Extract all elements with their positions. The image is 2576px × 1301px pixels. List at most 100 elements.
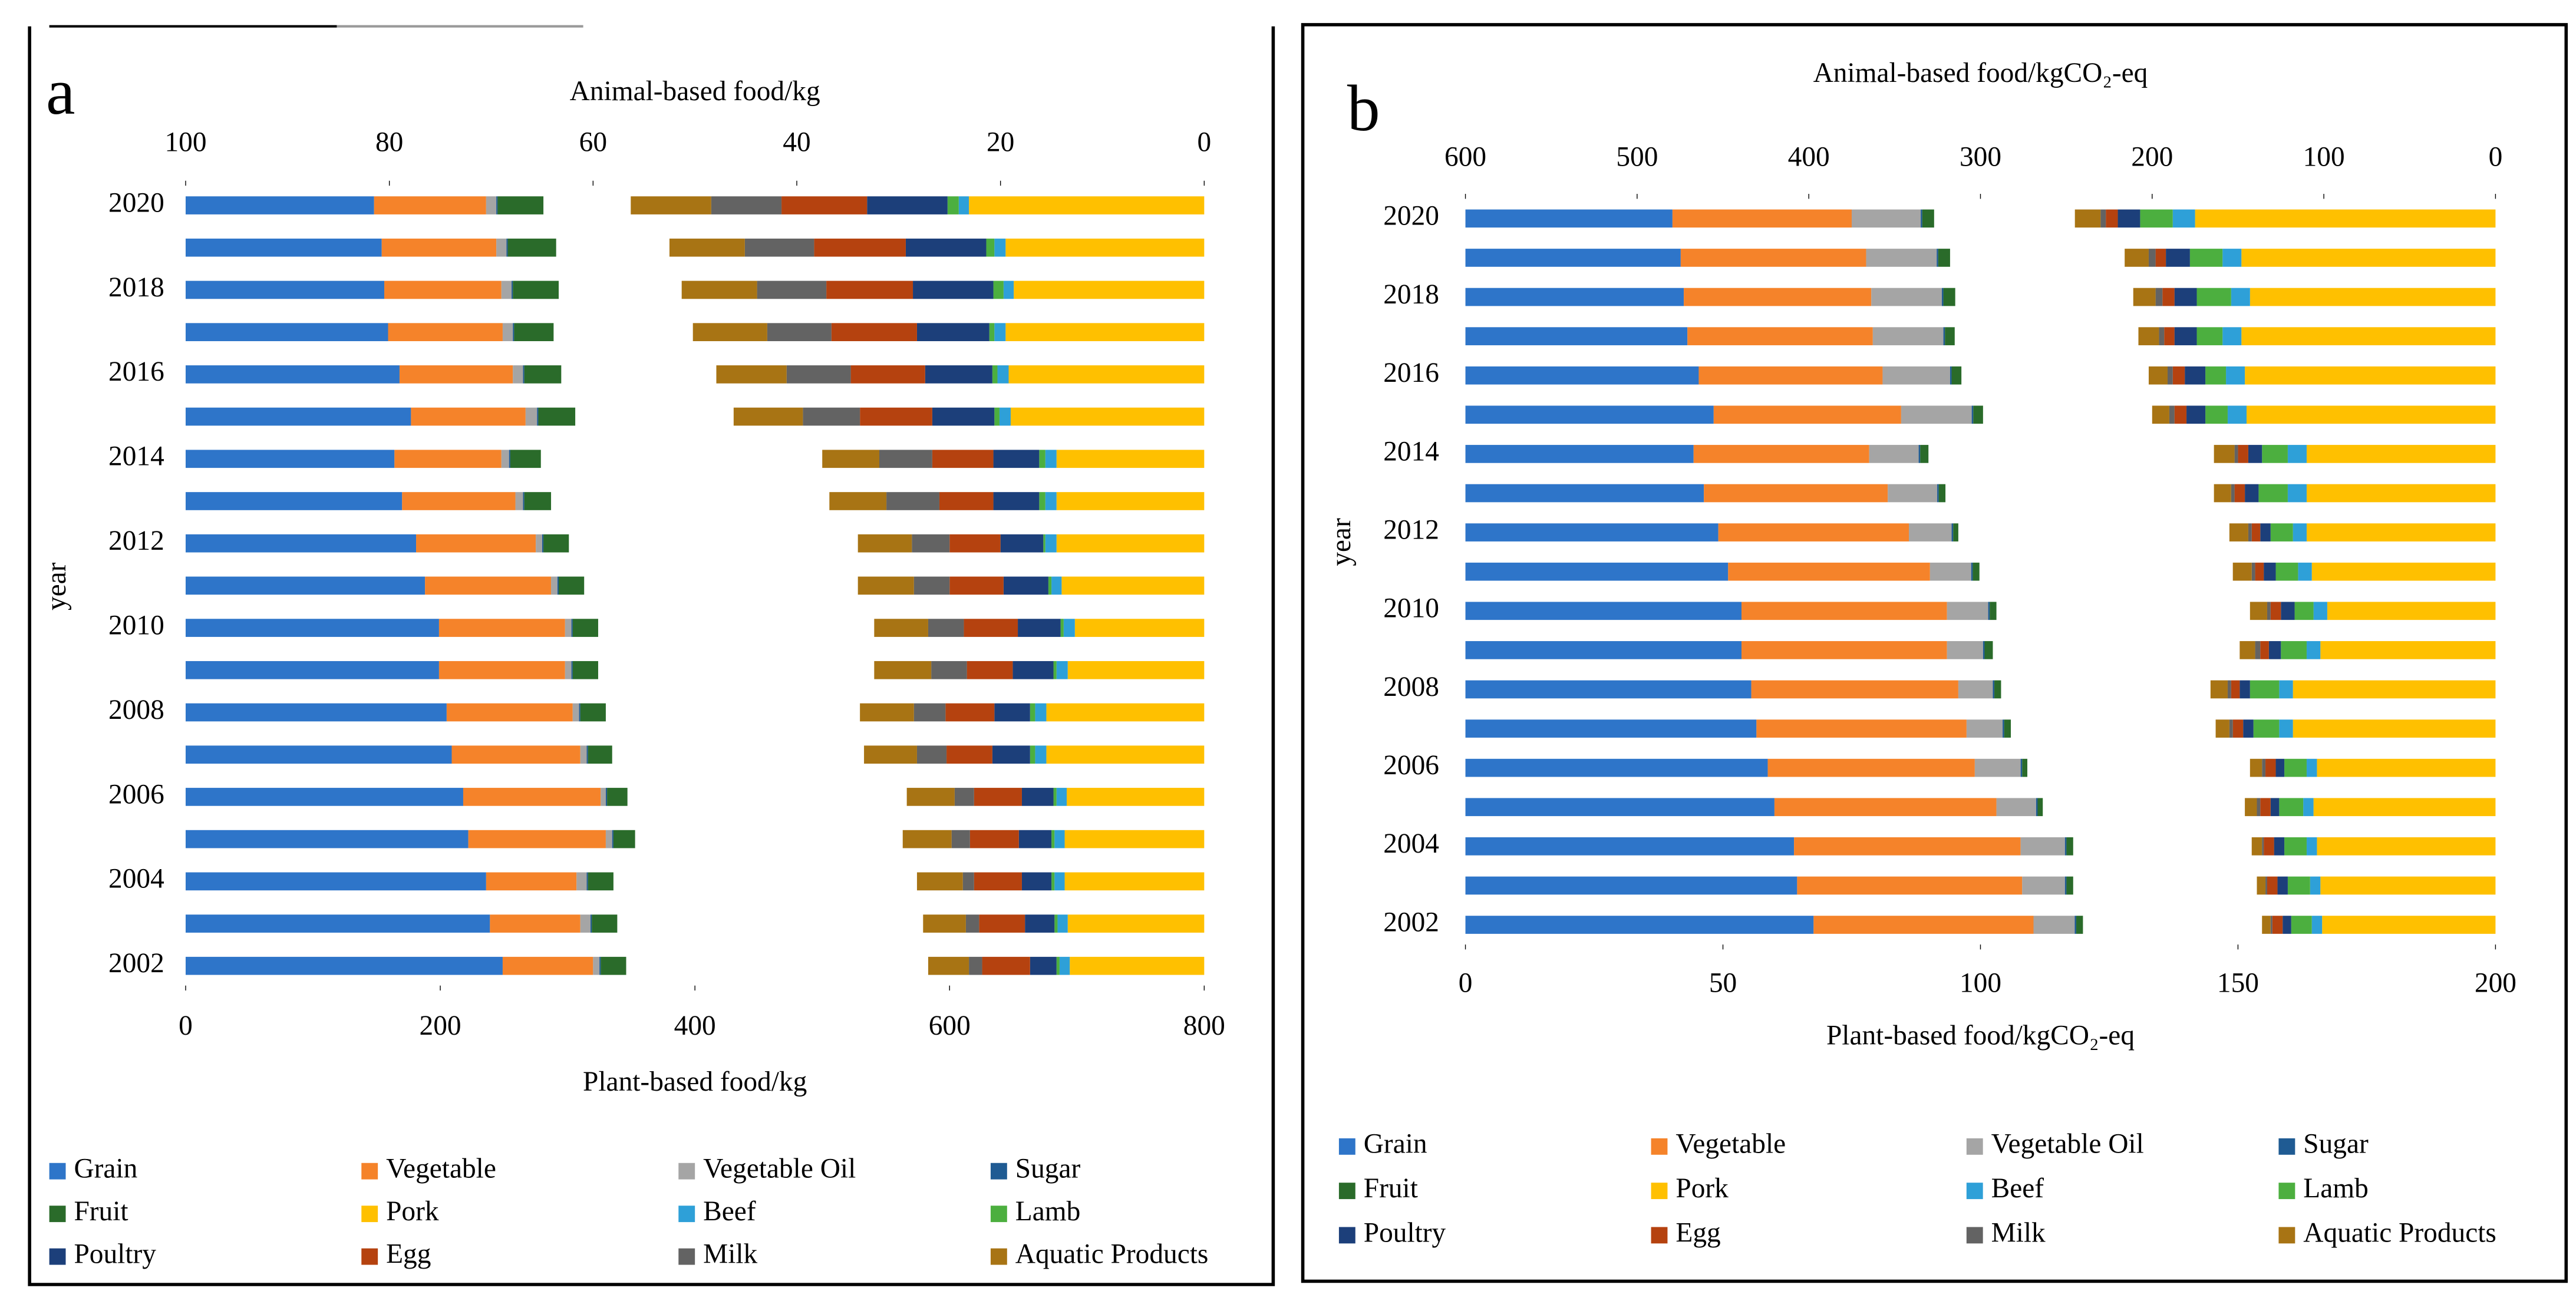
- bar-segment: [1901, 405, 1972, 424]
- bar-segment: [2287, 484, 2307, 503]
- bar-segment: [1741, 602, 1947, 620]
- bar-segment: [2293, 523, 2307, 541]
- bar-segment: [997, 365, 1009, 384]
- bar-segment: [1070, 956, 1205, 975]
- bar-segment: [1996, 798, 2036, 817]
- bar-segment: [1751, 680, 1958, 699]
- bar-segment: [2231, 288, 2250, 306]
- bar-segment: [1767, 758, 1975, 777]
- bar-segment: [1045, 450, 1057, 468]
- bar-segment: [631, 196, 711, 214]
- bar-segment: [486, 196, 497, 214]
- bar-segment: [416, 534, 536, 553]
- bar-segment: [2306, 484, 2496, 503]
- bar-segment: [994, 703, 1030, 722]
- bar-segment: [954, 788, 974, 806]
- bar-segment: [932, 450, 994, 468]
- bar-segment: [1974, 758, 2021, 777]
- bar-segment: [2281, 641, 2307, 659]
- bar-segment: [1039, 492, 1045, 510]
- bar-segment: [1918, 445, 1921, 463]
- bar-segment: [496, 196, 498, 214]
- bar-segment: [463, 788, 601, 806]
- bar-segment: [993, 280, 1004, 299]
- y-tick-label: 2004: [1383, 828, 1439, 859]
- bar-segment: [186, 703, 447, 722]
- bar-segment: [591, 914, 592, 933]
- bar-segment: [1005, 323, 1205, 341]
- bar-segment: [2189, 249, 2223, 267]
- bar-segment: [2320, 641, 2496, 659]
- bar-segment: [2166, 249, 2190, 267]
- bar-segment: [2222, 327, 2242, 345]
- bar-segment: [974, 872, 1022, 891]
- legend-swatch: [361, 1248, 378, 1265]
- bar-segment: [605, 788, 608, 806]
- legend-label: Beef: [1991, 1173, 2044, 1204]
- x2-tick-label: 40: [783, 127, 810, 157]
- bar-segment: [394, 450, 502, 468]
- bar-segment: [2248, 523, 2252, 541]
- bar-segment: [1045, 534, 1057, 553]
- bar-segment: [2036, 798, 2038, 817]
- bar-segment: [381, 238, 497, 257]
- bar-segment: [186, 492, 403, 510]
- bar-segment: [2265, 876, 2267, 895]
- bar-segment: [916, 323, 989, 341]
- bar-segment: [992, 745, 1030, 764]
- bar-segment: [2264, 837, 2274, 856]
- x2-tick-label: 100: [164, 127, 206, 157]
- legend-label: Fruit: [1364, 1173, 1418, 1204]
- bar-segment: [2174, 405, 2187, 424]
- bar-segment: [2022, 876, 2065, 895]
- bar-segment: [1046, 703, 1205, 722]
- bar-segment: [588, 745, 612, 764]
- bar-segment: [2155, 288, 2163, 306]
- bar-segment: [2317, 758, 2496, 777]
- legend-swatch: [361, 1206, 378, 1223]
- bar-segment: [964, 619, 1018, 637]
- legend-label: Sugar: [1015, 1154, 1081, 1184]
- bar-segment: [902, 830, 952, 848]
- legend-label: Pork: [1675, 1173, 1729, 1204]
- legend-label: Pork: [386, 1196, 439, 1227]
- bar-segment: [1921, 209, 1922, 228]
- bar-segment: [524, 492, 552, 510]
- legend-label: Vegetable Oil: [1991, 1129, 2144, 1160]
- bar-segment: [1054, 872, 1065, 891]
- bar-segment: [186, 619, 439, 637]
- bar-segment: [786, 365, 851, 384]
- bar-segment: [2138, 327, 2159, 345]
- bar-segment: [593, 956, 600, 975]
- bar-segment: [1938, 484, 1946, 503]
- bar-segment: [1005, 238, 1205, 257]
- legend-label: Aquatic Products: [1015, 1239, 1209, 1270]
- bar-segment: [586, 872, 588, 891]
- bar-segment: [572, 661, 598, 679]
- bar-segment: [2311, 562, 2496, 581]
- bar-segment: [2020, 758, 2023, 777]
- bar-segment: [2159, 327, 2165, 345]
- bar-segment: [969, 830, 1019, 848]
- bar-segment: [507, 238, 556, 257]
- bar-segment: [468, 830, 606, 848]
- bar-segment: [1030, 956, 1057, 975]
- bar-segment: [565, 619, 572, 637]
- bar-segment: [2272, 916, 2283, 934]
- bar-segment: [1030, 745, 1035, 764]
- bar-segment: [571, 661, 573, 679]
- bar-segment: [374, 196, 486, 214]
- legend-swatch: [678, 1163, 695, 1180]
- legend-swatch: [1966, 1183, 1983, 1200]
- bar-segment: [425, 576, 552, 595]
- bar-segment: [1909, 523, 1952, 541]
- bar-segment: [486, 872, 577, 891]
- legend-swatch: [49, 1248, 66, 1265]
- bar-segment: [2227, 405, 2247, 424]
- bar-segment: [1465, 916, 1814, 934]
- bar-segment: [1053, 788, 1057, 806]
- bar-segment: [2267, 876, 2278, 895]
- bar-segment: [1958, 680, 1993, 699]
- legend-swatch: [678, 1248, 695, 1265]
